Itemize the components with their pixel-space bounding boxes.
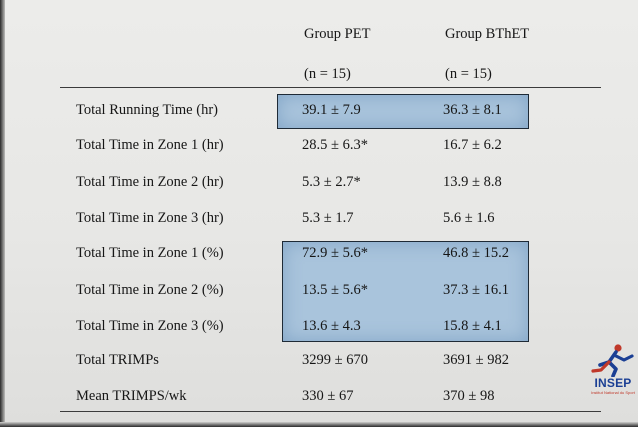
cell-group-pet: 5.3 ± 2.7* xyxy=(302,174,361,190)
row-label: Total Time in Zone 2 (%) xyxy=(76,282,224,298)
row-label: Total Time in Zone 3 (hr) xyxy=(76,210,224,226)
cell-group-bthet: 3691 ± 982 xyxy=(443,352,509,368)
cell-group-bthet: 36.3 ± 8.1 xyxy=(443,102,502,118)
cell-group-bthet: 13.9 ± 8.8 xyxy=(443,174,502,190)
screen-bottom-edge xyxy=(0,422,638,427)
logo-tagline: Institut National du Sport xyxy=(591,390,635,395)
column-header-group-pet: Group PET xyxy=(304,26,371,42)
bottom-divider-line xyxy=(60,411,601,412)
table-row-zone3-percent: Total Time in Zone 3 (%) 13.6 ± 4.3 15.8… xyxy=(0,316,638,336)
row-label: Total TRIMPs xyxy=(76,352,159,368)
cell-group-pet: 72.9 ± 5.6* xyxy=(302,245,368,261)
table-row-zone2-hr: Total Time in Zone 2 (hr) 5.3 ± 2.7* 13.… xyxy=(0,172,638,192)
cell-group-bthet: 15.8 ± 4.1 xyxy=(443,318,502,334)
cell-group-bthet: 46.8 ± 15.2 xyxy=(443,245,509,261)
cell-group-pet: 330 ± 67 xyxy=(302,388,354,404)
running-figure-logo-icon xyxy=(591,344,634,378)
cell-group-pet: 13.6 ± 4.3 xyxy=(302,318,361,334)
cell-group-pet: 39.1 ± 7.9 xyxy=(302,102,361,118)
row-label: Total Time in Zone 1 (%) xyxy=(76,245,224,261)
cell-group-pet: 3299 ± 670 xyxy=(302,352,368,368)
table-row-zone1-hr: Total Time in Zone 1 (hr) 28.5 ± 6.3* 16… xyxy=(0,135,638,155)
row-label: Total Time in Zone 3 (%) xyxy=(76,318,224,334)
table-row-total-trimps: Total TRIMPs 3299 ± 670 3691 ± 982 xyxy=(0,350,638,370)
row-label: Total Time in Zone 2 (hr) xyxy=(76,174,224,190)
column-n-group-pet: (n = 15) xyxy=(304,66,351,82)
column-n-group-bthet: (n = 15) xyxy=(445,66,492,82)
cell-group-bthet: 5.6 ± 1.6 xyxy=(443,210,495,226)
screen-left-edge xyxy=(0,0,5,427)
table-row-zone1-percent: Total Time in Zone 1 (%) 72.9 ± 5.6* 46.… xyxy=(0,243,638,263)
table-row-total-running-time: Total Running Time (hr) 39.1 ± 7.9 36.3 … xyxy=(0,100,638,120)
insep-logo: INSEP Institut National du Sport xyxy=(588,343,638,403)
row-label: Total Time in Zone 1 (hr) xyxy=(76,137,224,153)
cell-group-pet: 5.3 ± 1.7 xyxy=(302,210,354,226)
cell-group-bthet: 37.3 ± 16.1 xyxy=(443,282,509,298)
column-header-group-bthet: Group BThET xyxy=(445,26,530,42)
table-row-zone3-hr: Total Time in Zone 3 (hr) 5.3 ± 1.7 5.6 … xyxy=(0,208,638,228)
cell-group-pet: 13.5 ± 5.6* xyxy=(302,282,368,298)
row-label: Mean TRIMPS/wk xyxy=(76,388,187,404)
logo-wordmark: INSEP xyxy=(594,376,632,390)
header-divider-line xyxy=(60,87,601,88)
table-row-mean-trimps-per-week: Mean TRIMPS/wk 330 ± 67 370 ± 98 xyxy=(0,386,638,406)
highlight-box-zone-percentages xyxy=(282,241,529,342)
table-row-zone2-percent: Total Time in Zone 2 (%) 13.5 ± 5.6* 37.… xyxy=(0,280,638,300)
cell-group-pet: 28.5 ± 6.3* xyxy=(302,137,368,153)
cell-group-bthet: 370 ± 98 xyxy=(443,388,495,404)
highlight-box-running-time xyxy=(277,94,529,129)
row-label: Total Running Time (hr) xyxy=(76,102,218,118)
cell-group-bthet: 16.7 ± 6.2 xyxy=(443,137,502,153)
